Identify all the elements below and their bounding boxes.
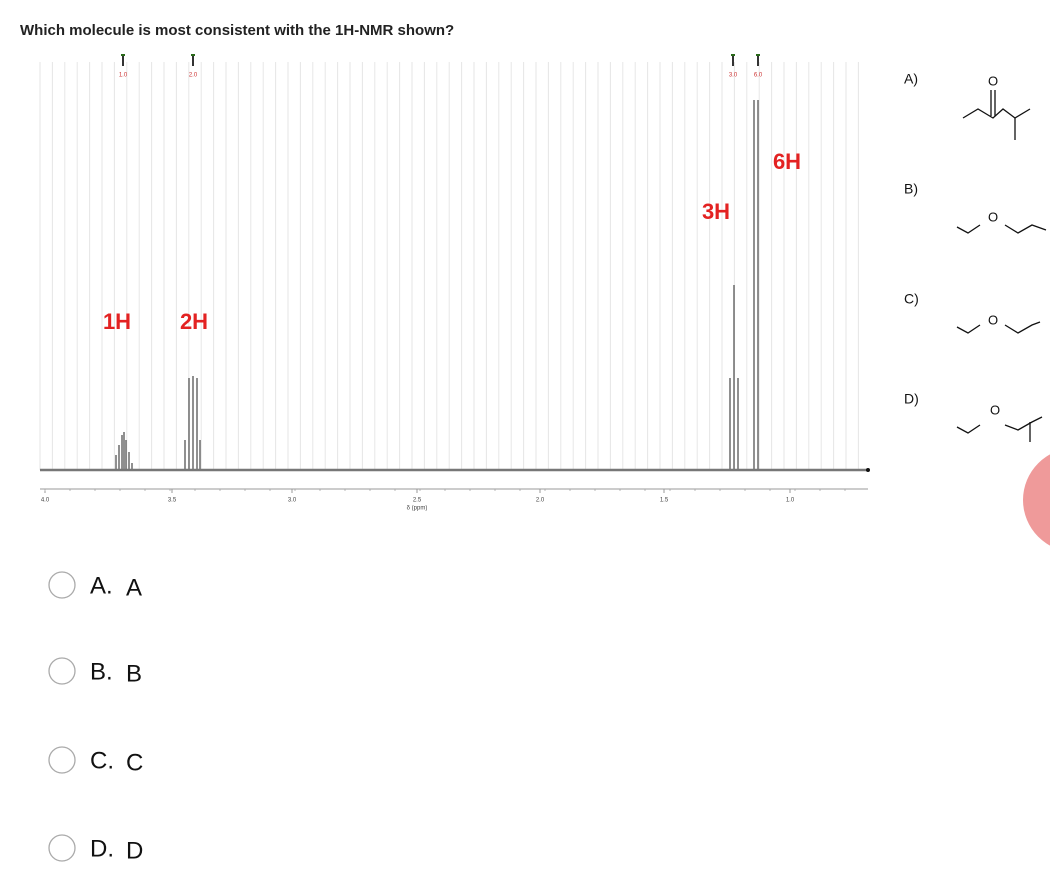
- integration-label: 1.0: [119, 73, 128, 79]
- option-letter: C.: [90, 747, 114, 774]
- answer-option[interactable]: A. A: [48, 571, 142, 601]
- baseline-end: [866, 468, 870, 472]
- question: Which molecule is most consistent with t…: [20, 22, 454, 39]
- radio-button[interactable]: [48, 834, 76, 862]
- answer-option[interactable]: D. D: [48, 834, 143, 864]
- peak-label: 2H: [180, 309, 208, 334]
- option-text: C: [126, 749, 143, 776]
- x-tick-label: 1.5: [660, 498, 669, 504]
- x-tick-label: 2.5: [413, 498, 422, 504]
- x-tick-label: 2.0: [536, 498, 545, 504]
- radio-button[interactable]: [48, 746, 76, 774]
- molecule-label: C): [904, 291, 919, 307]
- integration-label: 6.0: [754, 73, 763, 79]
- radio-button[interactable]: [48, 571, 76, 599]
- option-letter: A.: [90, 572, 113, 599]
- atom-label: O: [988, 312, 998, 327]
- molecule-c: [956, 321, 1041, 334]
- floating-button[interactable]: [1023, 448, 1050, 552]
- integration-label: 2.0: [189, 73, 198, 79]
- molecule-b: [956, 224, 1047, 234]
- nmr-spectrum: 4.0 3.5 3.0 2.5 2.0 1.5 1.0 1.0 2.0 3.0 6.0 1H 2H 3H 6…: [39, 54, 859, 504]
- option-text: A: [126, 574, 142, 601]
- peak-label: 6H: [773, 149, 801, 174]
- molecule-label: D): [904, 391, 919, 407]
- molecule-label: B): [904, 181, 918, 197]
- peak-label: 1H: [103, 309, 131, 334]
- x-tick-label: 3.0: [288, 498, 297, 504]
- peak-label: 3H: [702, 199, 730, 224]
- molecule-d: [956, 416, 1043, 442]
- answer-option[interactable]: B. B: [48, 657, 142, 687]
- option-letter: B.: [90, 658, 113, 685]
- molecule-a: [962, 90, 1031, 140]
- option-text: D: [126, 837, 143, 864]
- option-text: B: [126, 660, 142, 687]
- atom-label: O: [988, 73, 998, 88]
- x-axis-label: δ (ppm): [407, 506, 428, 512]
- atom-label: O: [988, 209, 998, 224]
- molecule-label: A): [904, 71, 918, 87]
- x-tick-label: 4.0: [41, 498, 50, 504]
- integration-label: 3.0: [729, 73, 738, 79]
- answer-option[interactable]: C. C: [48, 746, 143, 776]
- x-tick-label: 3.5: [168, 498, 177, 504]
- radio-button[interactable]: [48, 657, 76, 685]
- atom-label: O: [990, 402, 1000, 417]
- x-tick-label: 1.0: [786, 498, 795, 504]
- option-letter: D.: [90, 835, 114, 862]
